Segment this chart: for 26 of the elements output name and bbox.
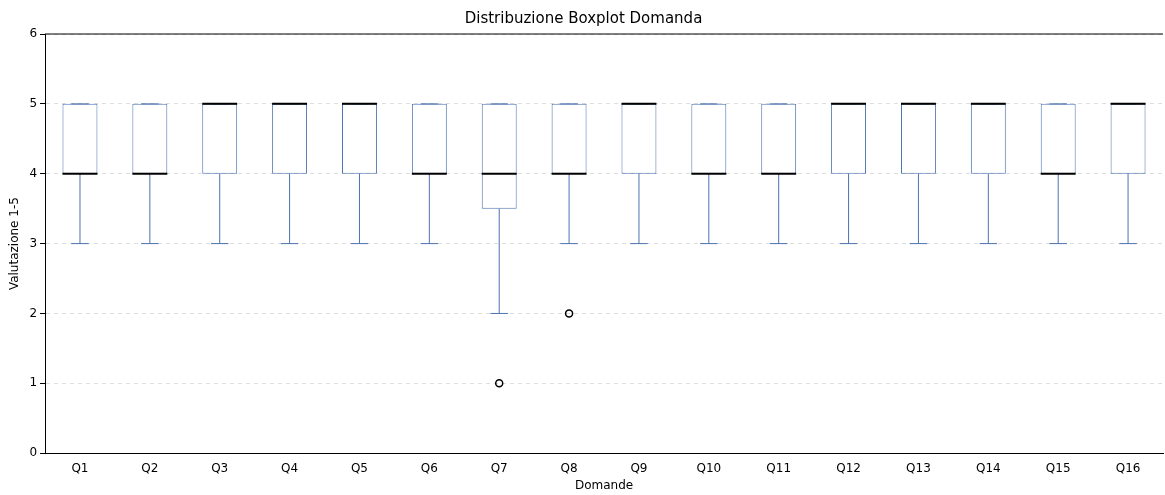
y-tick-label: 2 [29,305,38,320]
x-tick-label: Q9 [630,460,648,475]
y-tick-label: 4 [29,165,38,180]
x-tick-label: Q13 [906,460,931,475]
y-tick-label: 0 [29,445,38,460]
y-tick-label: 3 [29,235,38,250]
x-tick-label: Q16 [1115,460,1141,475]
x-tick-label: Q6 [420,460,438,475]
x-tick-label: Q8 [560,460,578,475]
x-tick-label: Q12 [836,460,861,475]
x-tick-label: Q5 [350,460,369,475]
y-tick-label: 1 [29,375,38,390]
x-tick-label: Q2 [141,460,159,475]
y-tick-label: 5 [29,95,38,110]
chart-title: Distribuzione Boxplot Domanda [464,8,703,27]
x-tick-label: Q1 [71,460,89,475]
x-tick-label: Q14 [975,460,1001,475]
x-tick-label: Q15 [1045,460,1071,475]
x-tick-label: Q7 [490,460,508,475]
x-axis-title: Domande [574,477,634,492]
x-tick-label: Q4 [281,460,299,475]
x-tick-label: Q11 [766,460,792,475]
y-tick-label: 6 [29,26,38,41]
y-axis-title: Valutazione 1-5 [7,197,22,291]
x-tick-label: Q10 [696,460,722,475]
x-tick-label: Q3 [211,460,229,475]
